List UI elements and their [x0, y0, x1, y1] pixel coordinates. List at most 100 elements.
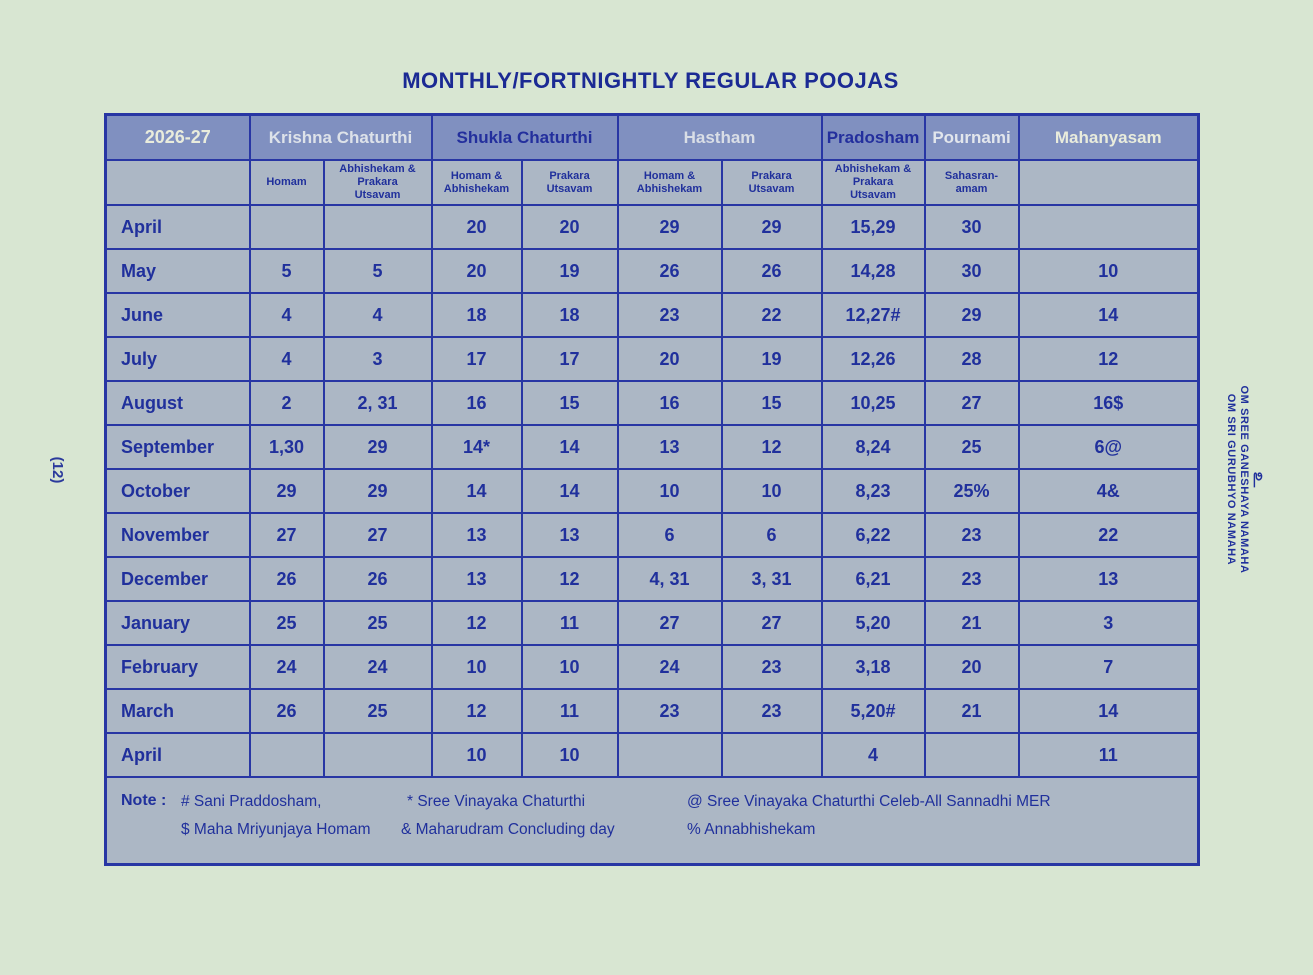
note-item-sree-vinayaka-chaturthi: * Sree Vinayaka Chaturthi	[407, 793, 586, 810]
value-cell: 10	[430, 644, 523, 690]
value-cell: 3	[1017, 600, 1200, 646]
value-cell	[720, 732, 823, 778]
value-cell: 6,22	[820, 512, 926, 558]
value-cell: 24	[616, 644, 723, 690]
value-cell: 2, 31	[322, 380, 433, 426]
value-cell: 4	[322, 292, 433, 338]
value-cell: 27	[322, 512, 433, 558]
value-cell: 11	[520, 600, 619, 646]
value-cell: 25%	[923, 468, 1020, 514]
value-cell: 23	[923, 512, 1020, 558]
value-cell: 4	[248, 336, 325, 382]
value-cell: 21	[923, 600, 1020, 646]
value-cell	[1017, 204, 1200, 250]
value-cell	[248, 204, 325, 250]
table-row-september: September 1,30 29 14* 14 13 12 8,24 25 6@	[104, 424, 1200, 470]
month-cell: February	[104, 644, 251, 690]
value-cell: 25	[248, 600, 325, 646]
sub-header-1: Homam	[248, 159, 325, 206]
value-cell: 29	[322, 424, 433, 470]
value-cell: 18	[430, 292, 523, 338]
note-content: Note : # Sani Praddosham, * Sree Vinayak…	[108, 779, 1197, 863]
page-number: (12)	[49, 456, 66, 484]
sub-header-4: Prakara Utsavam	[520, 159, 619, 206]
note-item-sani-praddosham: # Sani Praddosham,	[181, 793, 322, 810]
value-cell: 14*	[430, 424, 523, 470]
value-cell: 10	[520, 644, 619, 690]
group-header-krishna-chaturthi: Krishna Chaturthi	[248, 113, 433, 161]
value-cell: 14,28	[820, 248, 926, 294]
value-cell: 10	[520, 732, 619, 778]
value-cell: 12	[430, 600, 523, 646]
value-cell: 12	[720, 424, 823, 470]
value-cell: 30	[923, 248, 1020, 294]
value-cell: 14	[520, 468, 619, 514]
value-cell: 10	[1017, 248, 1200, 294]
value-cell: 15	[520, 380, 619, 426]
table-row-april: April 20 20 29 29 15,29 30	[104, 204, 1200, 250]
value-cell: 13	[430, 512, 523, 558]
group-header-shukla-chaturthi: Shukla Chaturthi	[430, 113, 619, 161]
value-cell: 25	[322, 600, 433, 646]
value-cell: 12	[1017, 336, 1200, 382]
blessing-line-2: OM SRI GURUBHYO NAMAHA	[1225, 393, 1237, 566]
value-cell: 5,20	[820, 600, 926, 646]
value-cell: 26	[616, 248, 723, 294]
month-cell: June	[104, 292, 251, 338]
value-cell: 7	[1017, 644, 1200, 690]
value-cell: 10	[430, 732, 523, 778]
value-cell: 20	[923, 644, 1020, 690]
value-cell: 23	[720, 644, 823, 690]
value-cell: 6	[720, 512, 823, 558]
value-cell: 11	[520, 688, 619, 734]
value-cell: 26	[248, 556, 325, 602]
value-cell: 23	[720, 688, 823, 734]
value-cell: 14	[1017, 688, 1200, 734]
month-cell: April	[104, 732, 251, 778]
value-cell: 4&	[1017, 468, 1200, 514]
value-cell: 2	[248, 380, 325, 426]
value-cell: 4	[248, 292, 325, 338]
value-cell: 12,26	[820, 336, 926, 382]
value-cell: 3, 31	[720, 556, 823, 602]
value-cell: 22	[1017, 512, 1200, 558]
month-cell: August	[104, 380, 251, 426]
value-cell: 29	[322, 468, 433, 514]
note-item-vinayaka-celeb: @ Sree Vinayaka Chaturthi Celeb-All Sann…	[687, 793, 1051, 810]
value-cell: 4, 31	[616, 556, 723, 602]
value-cell: 27	[616, 600, 723, 646]
value-cell: 12	[430, 688, 523, 734]
value-cell: 3	[322, 336, 433, 382]
value-cell: 10,25	[820, 380, 926, 426]
sub-header-8: Sahasran- amam	[923, 159, 1020, 206]
table-row-january: January 25 25 12 11 27 27 5,20 21 3	[104, 600, 1200, 646]
value-cell: 30	[923, 204, 1020, 250]
group-header-2026-27: 2026-27	[104, 113, 251, 161]
table-row-june: June 4 4 18 18 23 22 12,27# 29 14	[104, 292, 1200, 338]
value-cell: 29	[616, 204, 723, 250]
value-cell: 18	[520, 292, 619, 338]
table-row-december: December 26 26 13 12 4, 31 3, 31 6,21 23 13	[104, 556, 1200, 602]
value-cell: 21	[923, 688, 1020, 734]
blessing-line-1: OM SREE GANESHAYA NAMAHA	[1238, 385, 1250, 574]
page-title: MONTHLY/FORTNIGHTLY REGULAR POOJAS	[402, 68, 899, 93]
table-row-october: October 29 29 14 14 10 10 8,23 25% 4&	[104, 468, 1200, 514]
value-cell: 12	[520, 556, 619, 602]
value-cell: 10	[720, 468, 823, 514]
value-cell: 5	[248, 248, 325, 294]
value-cell: 19	[720, 336, 823, 382]
sub-header-6: Prakara Utsavam	[720, 159, 823, 206]
value-cell: 29	[248, 468, 325, 514]
table-row-august: August 2 2, 31 16 15 16 15 10,25 27 16$	[104, 380, 1200, 426]
value-cell: 13	[1017, 556, 1200, 602]
value-cell: 6@	[1017, 424, 1200, 470]
value-cell: 26	[322, 556, 433, 602]
note-label: Note :	[121, 792, 167, 809]
value-cell: 6,21	[820, 556, 926, 602]
month-cell: October	[104, 468, 251, 514]
value-cell: 27	[248, 512, 325, 558]
value-cell: 14	[430, 468, 523, 514]
note-item-maharudram: & Maharudram Concluding day	[401, 821, 615, 838]
sub-header-5: Homam & Abhishekam	[616, 159, 723, 206]
